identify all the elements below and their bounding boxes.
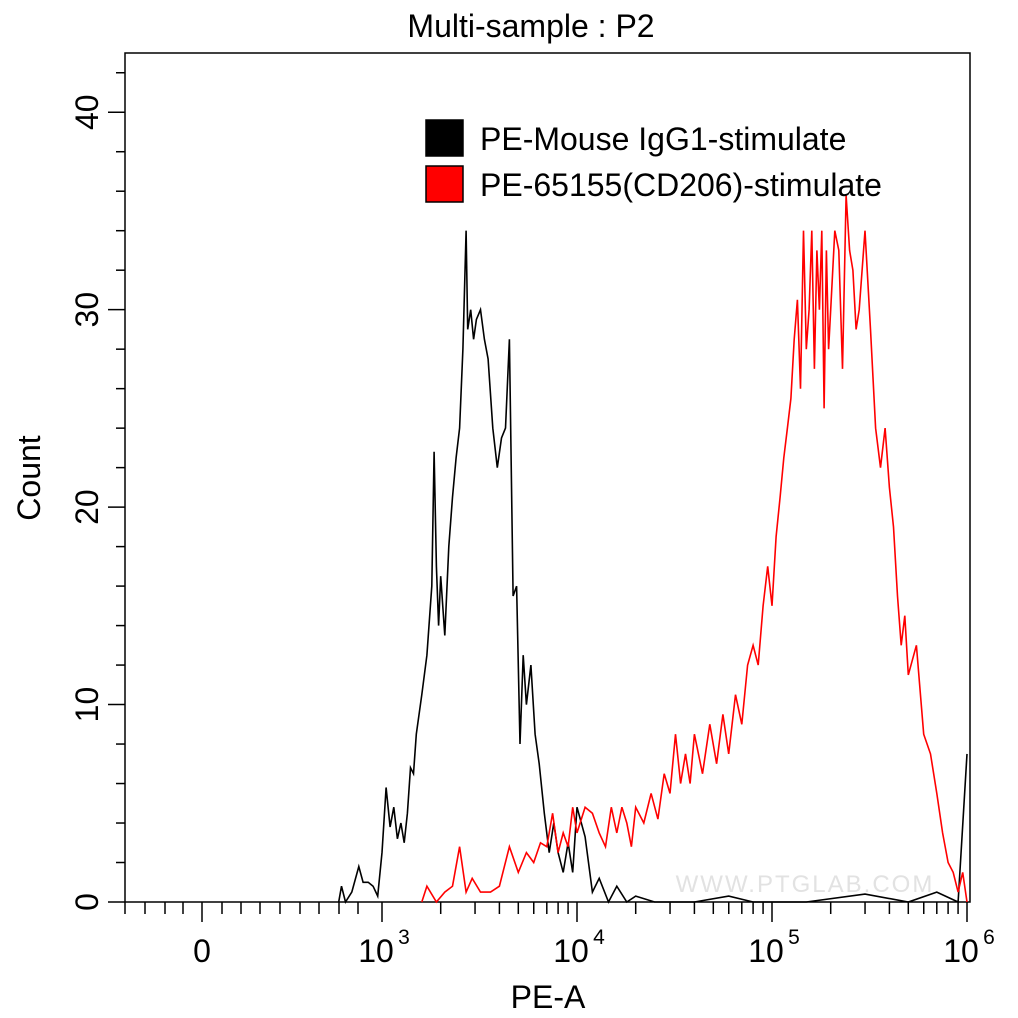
legend-swatch-2 (425, 165, 464, 203)
x-tick-label: 10 (943, 933, 979, 969)
y-tick-label: 20 (69, 489, 105, 525)
y-axis: 0 10 20 30 40 (69, 71, 125, 911)
x-tick-exponent: 4 (593, 926, 605, 949)
y-tick-label: 30 (69, 292, 105, 328)
series-layer (337, 195, 968, 904)
x-tick-label: 10 (358, 933, 394, 969)
x-tick-label: 10 (748, 933, 784, 969)
x-axis-label: PE-A (511, 979, 586, 1015)
x-axis: 0 10 3 10 4 10 5 10 6 (124, 902, 995, 969)
y-tick-label: 40 (69, 94, 105, 130)
series-line-2 (421, 195, 968, 904)
legend: PE-Mouse IgG1-stimulate PE-65155(CD206)-s… (425, 119, 882, 203)
legend-label-2: PE-65155(CD206)-stimulate (480, 167, 882, 203)
x-tick-exponent: 5 (788, 926, 800, 949)
plot-border (124, 52, 971, 903)
legend-label-1: PE-Mouse IgG1-stimulate (480, 121, 846, 157)
y-tick-label: 0 (69, 893, 105, 911)
plot-area (124, 52, 971, 903)
y-axis-label: Count (11, 435, 47, 521)
chart-title: Multi-sample : P2 (407, 8, 654, 44)
x-tick-label: 0 (193, 933, 211, 969)
x-tick-exponent: 6 (983, 926, 995, 949)
y-tick-label: 10 (69, 687, 105, 723)
series-line-1 (337, 230, 968, 904)
legend-swatch-1 (425, 119, 464, 157)
x-tick-label: 10 (553, 933, 589, 969)
x-tick-exponent: 3 (398, 926, 410, 949)
watermark-text: WWW.PTGLAB.COM (676, 871, 935, 898)
